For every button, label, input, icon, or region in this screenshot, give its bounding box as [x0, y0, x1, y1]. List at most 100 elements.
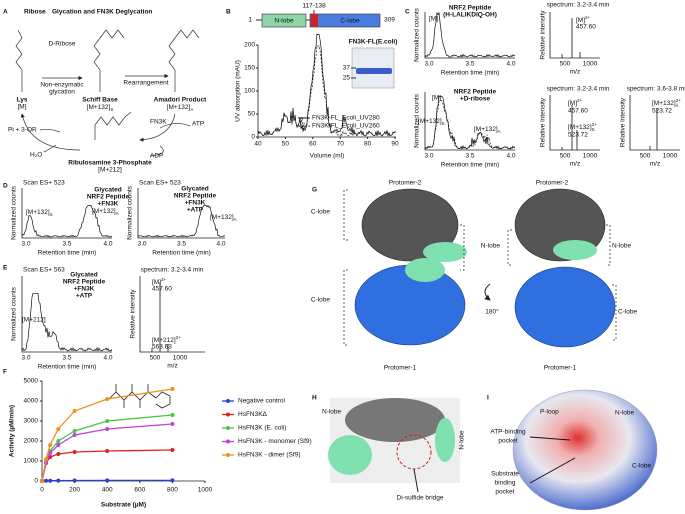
label: 4.0	[103, 241, 112, 248]
data-point	[72, 478, 77, 483]
label: N-lobe	[612, 243, 632, 250]
label: [M+132]S2+	[568, 122, 597, 132]
data-point	[56, 452, 61, 456]
scheme-a	[15, 29, 200, 157]
legend-label: HsFN3KΔ	[238, 411, 268, 418]
data-point	[40, 479, 44, 483]
label: m/z	[570, 161, 580, 168]
label: 1000	[583, 153, 598, 160]
label: Protomer-1	[384, 365, 417, 372]
data-point	[170, 422, 175, 426]
axis	[549, 12, 600, 59]
label: Activity (µM/min)	[9, 405, 16, 457]
label: Di-sulfide bridge	[397, 495, 444, 502]
label: C-lobe	[311, 297, 331, 304]
label-sub: S	[442, 121, 445, 126]
label-main: [M+132]	[210, 214, 234, 221]
gel-inset	[351, 47, 395, 89]
label-sub: A	[116, 211, 119, 216]
label: [M]2+	[568, 98, 583, 107]
panel-letter: E	[3, 265, 8, 272]
data-point	[72, 429, 77, 433]
trace	[137, 204, 226, 238]
label: m/z	[167, 363, 177, 370]
axis	[139, 276, 205, 353]
label-sup: 2+	[577, 98, 583, 103]
data-point	[72, 450, 77, 454]
label: +D-ribose	[460, 96, 491, 103]
legend-marker	[226, 453, 230, 457]
label: Protomer-2	[536, 180, 569, 187]
label: 4.0	[506, 61, 515, 68]
label: binding	[495, 480, 516, 487]
label: 3.0	[21, 241, 30, 248]
label: [M+212]	[98, 167, 122, 174]
trace	[424, 100, 516, 150]
legend-label: HsFN3K - dimer (Sf9)	[238, 452, 300, 459]
trace	[257, 33, 397, 137]
label: Ribulosamine 3-Phosphate	[68, 160, 152, 167]
label-sub: A	[190, 107, 193, 112]
label: 309	[384, 17, 395, 24]
label-main: [M+132]	[87, 104, 111, 111]
panel-letter: B	[226, 9, 231, 16]
label: Schiff Base	[82, 97, 118, 104]
label: Relative intensity	[130, 289, 137, 339]
label: Non-enzymatic	[40, 82, 84, 89]
label: Volume (ml)	[310, 153, 345, 160]
structure-i	[512, 389, 658, 511]
axis	[549, 95, 600, 151]
label: +FN3K	[74, 286, 95, 293]
label: 3.0	[137, 241, 146, 248]
label: [M+212]	[22, 317, 46, 324]
axis	[424, 92, 515, 151]
label: [M]2+	[152, 277, 167, 286]
label: N-lobe	[481, 243, 501, 250]
label: [M]	[429, 16, 438, 23]
label: Retention time (min)	[38, 250, 97, 257]
label: [M+132]S	[26, 209, 53, 217]
label-main: [M]	[576, 17, 585, 24]
label: 457.60	[576, 24, 596, 31]
label-sub: A	[234, 217, 237, 222]
label: Scan ES+ 523	[23, 180, 65, 187]
label: [M]2+	[576, 15, 591, 24]
label: 70	[337, 141, 345, 148]
label-sub: S	[50, 212, 53, 217]
data-point	[48, 443, 53, 447]
series-line	[41, 388, 173, 482]
label: 457.60	[568, 108, 588, 115]
data-point	[48, 478, 53, 483]
label: ATP-binding	[490, 429, 526, 436]
label: [M]	[17, 104, 26, 111]
label: 1	[248, 17, 252, 24]
legend-label: HsFN3K - monomer (Sf9)	[238, 438, 312, 445]
molecule	[107, 384, 171, 409]
label: Glycated	[94, 187, 121, 194]
label-sup: 2+	[176, 335, 182, 340]
label: 60	[309, 141, 317, 148]
data-point	[72, 433, 77, 437]
label: 80	[364, 141, 372, 148]
label: spectrum: 3.2-3.4 min	[547, 2, 610, 9]
label: N-lobe	[459, 430, 466, 450]
label: 90	[391, 141, 399, 148]
panel-letter: D	[3, 183, 8, 190]
label: Amadori Product	[154, 97, 208, 104]
label: 4.0	[506, 153, 515, 160]
structure-g	[343, 188, 617, 348]
label: 523.72	[652, 108, 672, 115]
label: 563.63	[152, 344, 172, 351]
data-point	[56, 443, 61, 447]
label-main: [M+132]	[26, 209, 50, 216]
data-point	[56, 439, 61, 443]
label-main: [M+132]	[92, 208, 116, 215]
data-point	[56, 478, 61, 483]
trace	[257, 45, 396, 137]
data-point	[170, 448, 175, 452]
label: NRF2 Peptide	[87, 194, 130, 201]
label: spectrum: 3.2-3.4 min	[141, 267, 204, 274]
label-main: [M+132]	[474, 126, 498, 133]
label: 500	[560, 61, 571, 68]
